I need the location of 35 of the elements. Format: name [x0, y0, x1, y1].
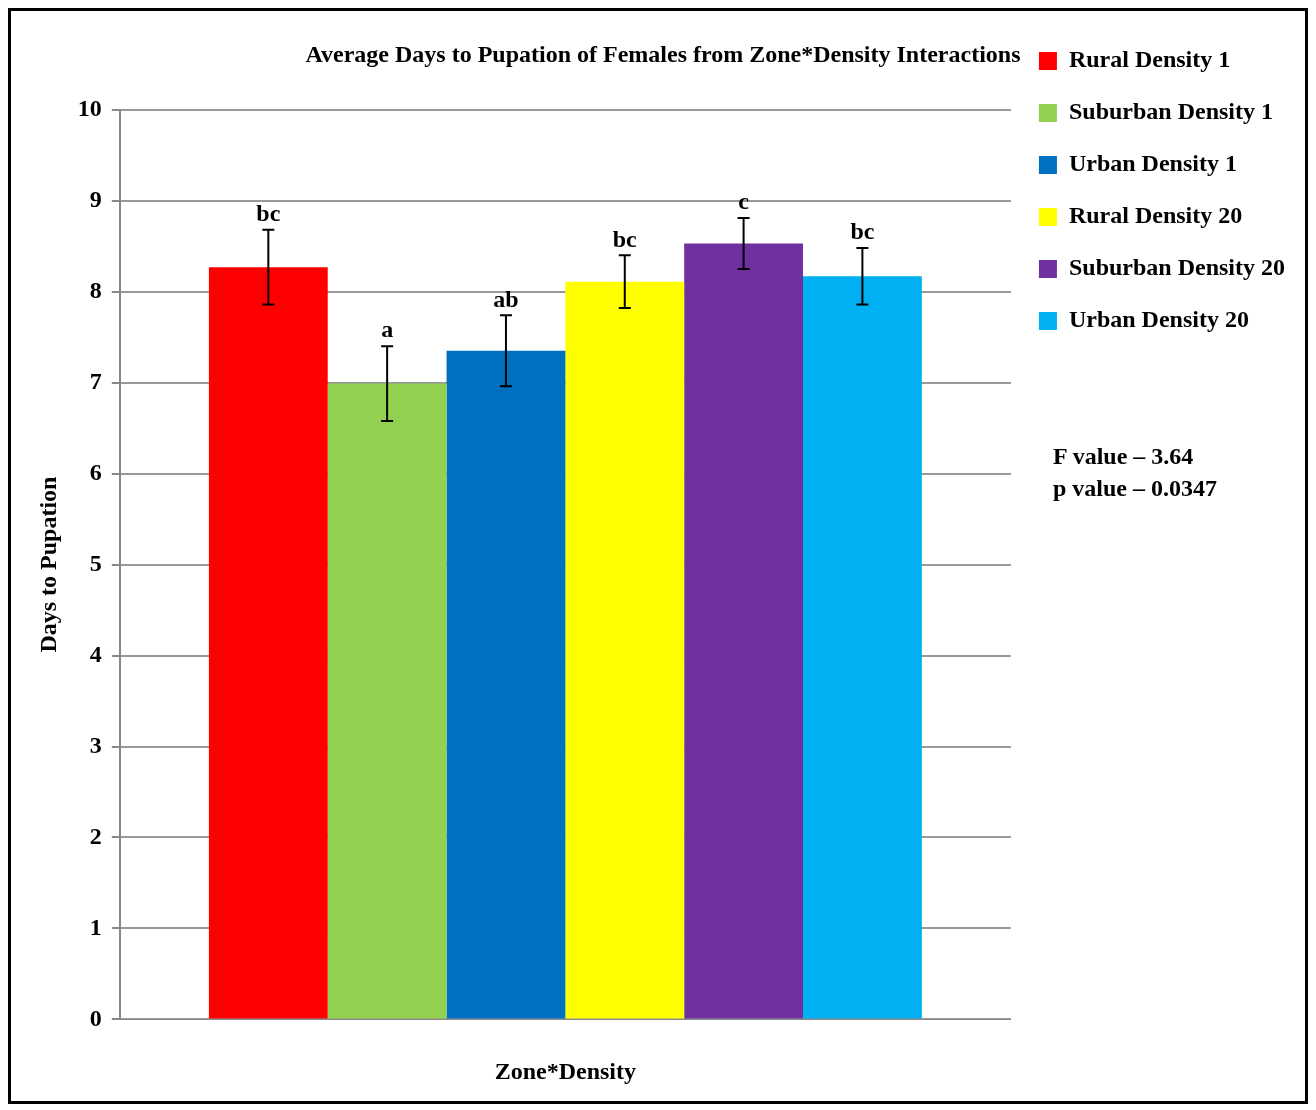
data-label: bc [850, 218, 875, 245]
bar [208, 267, 328, 1019]
y-tick-label: 9 [89, 185, 102, 212]
y-tick-label: 8 [89, 276, 102, 303]
data-label: bc [612, 225, 638, 252]
y-tick-label: 2 [89, 822, 102, 849]
text: F value – 3.64 [1052, 443, 1194, 469]
y-tick-label: 0 [89, 1004, 102, 1031]
y-tick-label: 10 [77, 95, 102, 121]
bar [327, 383, 447, 1019]
bar [565, 281, 685, 1019]
data-label: a [381, 316, 394, 343]
figure-frame: Zone*Density Days to Pupation Rural Density 1 Suburban Density 1 Urban Density 1 Rural Density 20 Suburban Density 20 Urban Density 20 Average Days to Pupation of Females from Zone*Density Interactions 0 1 2 3 4 5 6 7 8 9 10 bc a ab bc c bc F value – 3.64 p value – 0.0347 [8, 8, 1308, 1104]
y-tick-label: 4 [89, 640, 102, 667]
bar [803, 276, 922, 1019]
x-axis-title: Zone*Density [494, 1057, 637, 1084]
bar [684, 243, 803, 1019]
legend-label: Suburban Density 1 [1068, 98, 1274, 125]
data-label: bc [256, 200, 281, 227]
data-label: c [738, 188, 750, 215]
y-tick-label: 7 [89, 367, 102, 394]
legend-label: Rural Density 20 [1068, 202, 1243, 229]
legend-label: Rural Density 1 [1068, 46, 1231, 73]
text: p value – 0.0347 [1052, 475, 1217, 501]
y-axis-title: Days to Pupation [34, 476, 61, 653]
y-tick-label: 3 [89, 731, 102, 758]
bar [446, 350, 566, 1019]
y-tick-label: 1 [89, 913, 102, 940]
y-tick-label: 5 [89, 549, 102, 576]
legend-label: Urban Density 20 [1068, 306, 1249, 333]
legend-label: Suburban Density 20 [1068, 254, 1286, 281]
legend-label: Urban Density 1 [1068, 150, 1237, 177]
y-tick-label: 6 [89, 458, 102, 485]
data-label: ab [493, 285, 519, 312]
chart-title: Average Days to Pupation of Females from Zone*Density Interactions [305, 40, 1021, 67]
